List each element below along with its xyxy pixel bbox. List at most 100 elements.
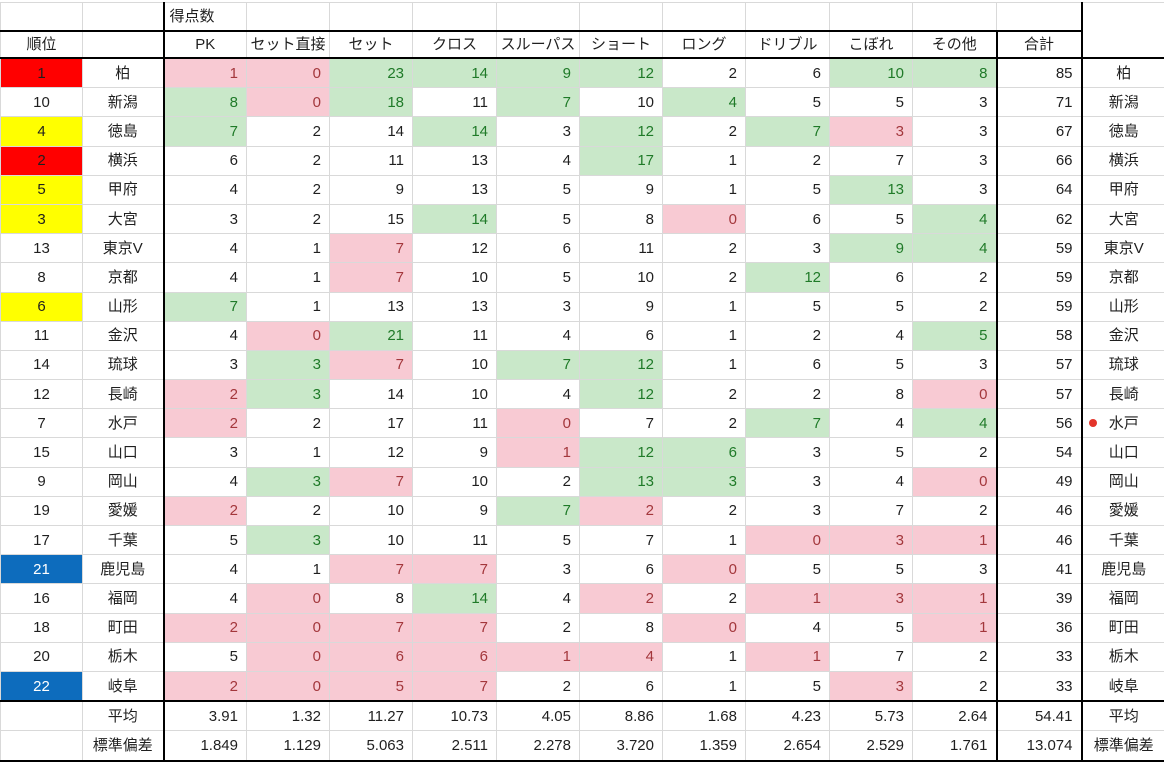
- team-name-right-cell[interactable]: 町田: [1082, 613, 1164, 642]
- stat-cell[interactable]: 0: [746, 526, 830, 555]
- team-name-right-cell[interactable]: 愛媛: [1082, 496, 1164, 525]
- stat-cell[interactable]: 2: [746, 146, 830, 175]
- stat-cell[interactable]: 11: [413, 409, 497, 438]
- stat-cell[interactable]: 5: [830, 204, 913, 233]
- stat-cell[interactable]: 8: [330, 584, 413, 613]
- stat-cell[interactable]: 4: [497, 380, 580, 409]
- summary-value-cell[interactable]: 2.64: [913, 701, 997, 731]
- stat-cell[interactable]: 7: [497, 88, 580, 117]
- summary-value-cell[interactable]: 5.063: [330, 731, 413, 761]
- stat-cell[interactable]: 7: [830, 642, 913, 671]
- stat-cell[interactable]: 2: [663, 58, 746, 88]
- column-header-9[interactable]: その他: [913, 31, 997, 58]
- blank-cell[interactable]: [913, 3, 997, 32]
- stat-cell[interactable]: 2: [247, 409, 330, 438]
- summary-value-cell[interactable]: 1.32: [247, 701, 330, 731]
- team-name-right-cell[interactable]: 福岡: [1082, 584, 1164, 613]
- stat-cell[interactable]: 5: [497, 204, 580, 233]
- stat-cell[interactable]: 7: [746, 409, 830, 438]
- stat-cell[interactable]: 3: [913, 555, 997, 584]
- stat-cell[interactable]: 5: [746, 671, 830, 701]
- stat-cell[interactable]: 2: [746, 380, 830, 409]
- total-cell[interactable]: 58: [997, 321, 1082, 350]
- stat-cell[interactable]: 0: [247, 613, 330, 642]
- stat-cell[interactable]: 7: [746, 117, 830, 146]
- team-name-cell[interactable]: 徳島: [83, 117, 164, 146]
- stat-cell[interactable]: 10: [413, 380, 497, 409]
- stat-cell[interactable]: 2: [497, 671, 580, 701]
- stat-cell[interactable]: 23: [330, 58, 413, 88]
- stat-cell[interactable]: 1: [663, 350, 746, 379]
- total-cell[interactable]: 64: [997, 175, 1082, 204]
- stat-cell[interactable]: 7: [413, 613, 497, 642]
- stat-cell[interactable]: 12: [580, 438, 663, 467]
- stat-cell[interactable]: 4: [580, 642, 663, 671]
- column-header-7[interactable]: ドリブル: [746, 31, 830, 58]
- stat-cell[interactable]: 14: [413, 117, 497, 146]
- stat-cell[interactable]: 4: [497, 146, 580, 175]
- blank-cell[interactable]: [413, 3, 497, 32]
- stat-cell[interactable]: 17: [580, 146, 663, 175]
- stat-cell[interactable]: 12: [580, 350, 663, 379]
- stat-cell[interactable]: 5: [830, 555, 913, 584]
- stat-cell[interactable]: 13: [830, 175, 913, 204]
- stat-cell[interactable]: 12: [330, 438, 413, 467]
- stat-cell[interactable]: 6: [580, 671, 663, 701]
- stat-cell[interactable]: 5: [746, 292, 830, 321]
- team-column-blank-header-cell[interactable]: [83, 31, 164, 58]
- summary-value-cell[interactable]: 2.529: [830, 731, 913, 761]
- stat-cell[interactable]: 13: [413, 292, 497, 321]
- stat-cell[interactable]: 11: [413, 526, 497, 555]
- stat-cell[interactable]: 2: [164, 496, 247, 525]
- total-cell[interactable]: 71: [997, 88, 1082, 117]
- stat-cell[interactable]: 0: [247, 671, 330, 701]
- stat-cell[interactable]: 17: [330, 409, 413, 438]
- stat-cell[interactable]: 7: [830, 146, 913, 175]
- team-name-cell[interactable]: 栃木: [83, 642, 164, 671]
- stat-cell[interactable]: 4: [830, 409, 913, 438]
- team-header-blank-cell[interactable]: [83, 3, 164, 32]
- stat-cell[interactable]: 2: [663, 409, 746, 438]
- stat-cell[interactable]: 6: [830, 263, 913, 292]
- stat-cell[interactable]: 13: [413, 175, 497, 204]
- stat-cell[interactable]: 2: [497, 613, 580, 642]
- stat-cell[interactable]: 3: [913, 88, 997, 117]
- stat-cell[interactable]: 7: [330, 555, 413, 584]
- team-name-cell[interactable]: 千葉: [83, 526, 164, 555]
- team-name-cell[interactable]: 金沢: [83, 321, 164, 350]
- column-header-2[interactable]: セット: [330, 31, 413, 58]
- rank-cell[interactable]: 16: [1, 584, 83, 613]
- stat-cell[interactable]: 3: [663, 467, 746, 496]
- stat-cell[interactable]: 2: [247, 175, 330, 204]
- stat-cell[interactable]: 4: [497, 584, 580, 613]
- team-name-right-cell[interactable]: 大宮: [1082, 204, 1164, 233]
- stat-cell[interactable]: 4: [830, 321, 913, 350]
- score-count-label-cell[interactable]: 得点数: [164, 3, 247, 32]
- stat-cell[interactable]: 1: [247, 263, 330, 292]
- team-name-cell[interactable]: 東京V: [83, 234, 164, 263]
- summary-value-cell[interactable]: 1.761: [913, 731, 997, 761]
- stat-cell[interactable]: 7: [413, 555, 497, 584]
- total-cell[interactable]: 59: [997, 292, 1082, 321]
- total-cell[interactable]: 56: [997, 409, 1082, 438]
- stat-cell[interactable]: 4: [164, 263, 247, 292]
- stat-cell[interactable]: 11: [413, 88, 497, 117]
- total-cell[interactable]: 39: [997, 584, 1082, 613]
- stat-cell[interactable]: 12: [580, 117, 663, 146]
- stat-cell[interactable]: 0: [663, 555, 746, 584]
- team-name-right-cell[interactable]: 徳島: [1082, 117, 1164, 146]
- stat-cell[interactable]: 5: [830, 613, 913, 642]
- team-name-cell[interactable]: 大宮: [83, 204, 164, 233]
- stat-cell[interactable]: 2: [913, 642, 997, 671]
- stat-cell[interactable]: 14: [413, 584, 497, 613]
- total-cell[interactable]: 46: [997, 496, 1082, 525]
- stat-cell[interactable]: 2: [663, 234, 746, 263]
- rank-cell[interactable]: 10: [1, 88, 83, 117]
- stat-cell[interactable]: 3: [746, 234, 830, 263]
- stat-cell[interactable]: 0: [247, 642, 330, 671]
- team-name-cell[interactable]: 長崎: [83, 380, 164, 409]
- stat-cell[interactable]: 7: [330, 350, 413, 379]
- stat-cell[interactable]: 0: [913, 380, 997, 409]
- stat-cell[interactable]: 10: [413, 350, 497, 379]
- stat-cell[interactable]: 2: [663, 496, 746, 525]
